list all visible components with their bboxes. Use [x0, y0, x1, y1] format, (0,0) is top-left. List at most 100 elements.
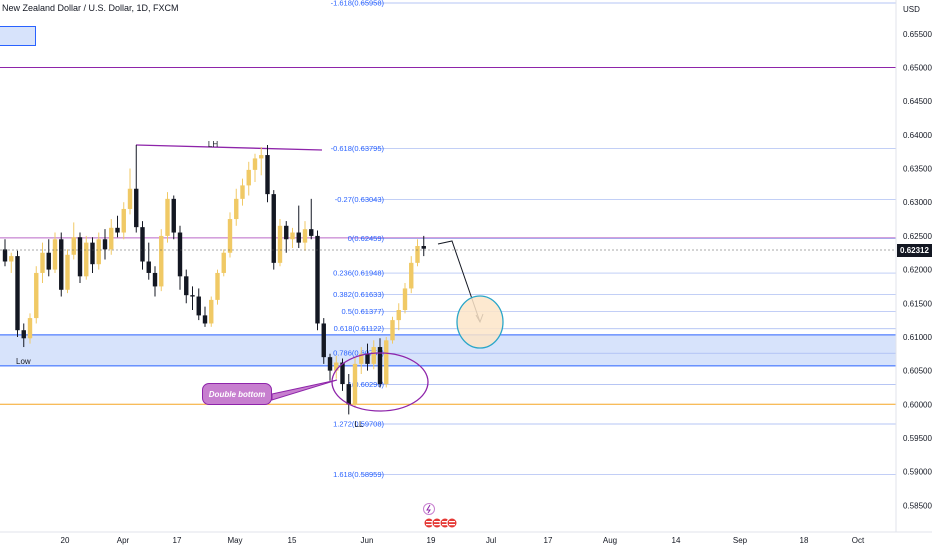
- candle-body: [359, 353, 364, 364]
- candle-body: [365, 353, 370, 364]
- candle-body: [21, 330, 26, 339]
- note-box[interactable]: [0, 26, 36, 46]
- candle-body: [46, 252, 51, 270]
- candle-body: [9, 256, 14, 262]
- candle-body: [84, 242, 89, 277]
- price-axis-tick: 0.63500: [903, 165, 932, 174]
- currency-label: USD: [903, 5, 920, 14]
- us-flag-event-icon[interactable]: [446, 517, 458, 529]
- fib-level-label: 0.382(0.61633): [333, 290, 384, 299]
- candle-body: [346, 384, 351, 405]
- candle-body: [277, 225, 283, 263]
- price-axis-tick: 0.64500: [903, 97, 932, 106]
- fib-level-label: 1.272(0.59708): [333, 419, 384, 428]
- price-axis-tick: 0.60500: [903, 367, 932, 376]
- time-axis-tick: Sep: [733, 536, 748, 545]
- price-axis-tick: 0.62500: [903, 232, 932, 241]
- candle-body: [146, 261, 151, 273]
- candle-body: [184, 276, 189, 296]
- candle-body: [371, 347, 376, 364]
- candle-body: [59, 239, 64, 290]
- candle-body: [2, 249, 8, 262]
- candle-body: [340, 362, 345, 385]
- candle-body: [352, 363, 358, 405]
- lightning-event-icon[interactable]: [423, 503, 435, 515]
- price-axis-tick: 0.61500: [903, 299, 932, 308]
- price-axis-tick: 0.59500: [903, 434, 932, 443]
- price-axis-tick: 0.58500: [903, 501, 932, 510]
- support-zone[interactable]: [0, 334, 896, 366]
- candle-body: [27, 318, 33, 339]
- current-price-badge: 0.62312: [897, 244, 932, 257]
- flag-stripe: [426, 524, 432, 526]
- candle-body: [402, 288, 408, 310]
- candle-body: [396, 309, 401, 321]
- time-axis-tick: 15: [288, 536, 297, 545]
- price-axis-tick: 0.63000: [903, 198, 932, 207]
- double-bottom-callout[interactable]: Double bottom: [202, 383, 272, 405]
- price-axis-tick: 0.59000: [903, 468, 932, 477]
- flag-stripe: [449, 524, 455, 526]
- candle-body: [246, 169, 251, 186]
- candle-body: [96, 239, 101, 265]
- price-axis-tick: 0.64000: [903, 131, 932, 140]
- candle-body: [415, 246, 420, 263]
- price-axis-tick: 0.62000: [903, 266, 932, 275]
- price-axis-tick: 0.61000: [903, 333, 932, 342]
- time-axis-tick: 14: [672, 536, 681, 545]
- fib-level-label: 0.5(0.61377): [341, 307, 384, 316]
- candle-body: [227, 219, 233, 253]
- lh-line[interactable]: [135, 144, 323, 151]
- candle-body: [202, 315, 208, 324]
- time-axis-tick: 17: [173, 536, 182, 545]
- candle-body: [65, 254, 70, 290]
- low-label: Low: [16, 357, 31, 366]
- candle-body: [409, 262, 414, 289]
- flag-stripe: [434, 524, 440, 526]
- candle-body: [152, 272, 158, 287]
- candle-body: [327, 357, 333, 371]
- fib-level-label: 1.618(0.58959): [333, 470, 384, 479]
- time-axis-tick: 17: [544, 536, 553, 545]
- time-axis-tick: Jul: [486, 536, 496, 545]
- candle-body: [102, 239, 108, 250]
- flag-stripe: [426, 521, 432, 523]
- ll-label: LL: [355, 420, 364, 429]
- candle-body: [190, 295, 195, 297]
- candle-body: [34, 272, 39, 319]
- candle-body: [215, 272, 220, 300]
- fib-level-label: 0.618(0.61122): [334, 324, 385, 333]
- candle-body: [284, 225, 289, 240]
- candle-body: [302, 229, 308, 243]
- flag-stripe: [442, 521, 448, 523]
- candle-body: [121, 208, 126, 233]
- candle-body: [309, 229, 314, 236]
- price-axis-tick: 0.60000: [903, 400, 932, 409]
- price-axis-tick: 0.65000: [903, 64, 932, 73]
- candle-body: [52, 239, 58, 270]
- fib-level-label: 0.236(0.61948): [333, 269, 384, 278]
- time-axis-tick: 18: [800, 536, 809, 545]
- candle-body: [240, 185, 245, 199]
- candle-body: [221, 252, 226, 273]
- time-axis-tick: Jun: [361, 536, 374, 545]
- candle-body: [115, 227, 120, 233]
- candle-body: [90, 242, 95, 265]
- flag-stripe: [449, 521, 455, 523]
- callout-pointer: [271, 379, 338, 401]
- time-axis-tick: 19: [427, 536, 436, 545]
- fib-level-label: 1(0.60296): [348, 380, 385, 389]
- time-axis-tick: Oct: [852, 536, 865, 545]
- candle-body: [390, 320, 395, 341]
- fib-level-label: 0(0.62459): [348, 234, 385, 243]
- lh-label: LH: [208, 140, 218, 149]
- projection-arrow[interactable]: [437, 240, 481, 323]
- target-circle[interactable]: [456, 295, 504, 349]
- candle-body: [134, 188, 139, 228]
- candle-body: [234, 198, 239, 220]
- candle-body: [109, 227, 114, 250]
- candle-body: [259, 155, 264, 159]
- candle-body: [140, 227, 145, 262]
- fib-level-label: 0.786(0.60759): [333, 349, 384, 358]
